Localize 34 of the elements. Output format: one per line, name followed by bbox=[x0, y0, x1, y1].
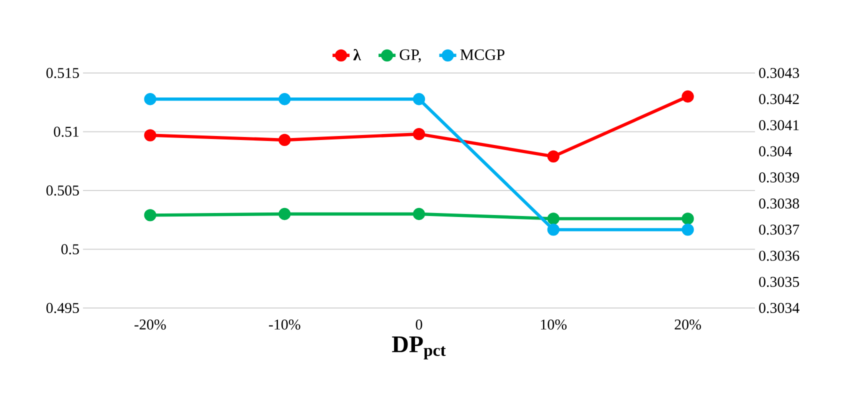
point bbox=[412, 128, 426, 140]
y2-tick-label: 0.3038 bbox=[759, 198, 800, 209]
point bbox=[547, 150, 560, 162]
y2-tick-label: 0.3039 bbox=[759, 172, 800, 183]
y2-tick-label: 0.3042 bbox=[759, 94, 799, 104]
y2-tick-label: 0.3037 bbox=[759, 224, 800, 235]
x-tick-label: 20% bbox=[674, 319, 701, 330]
x-tick-label: 0 bbox=[416, 319, 422, 330]
y-tick-label: 0.515 bbox=[46, 68, 79, 78]
legend-label: MCGP bbox=[460, 49, 504, 60]
x-axis-title: DP$_{pct}$ bbox=[392, 336, 446, 360]
point bbox=[278, 134, 291, 146]
point bbox=[144, 209, 156, 222]
y2-tick-label: 0.3036 bbox=[759, 250, 800, 261]
y2-tick-label: 0.3043 bbox=[759, 68, 800, 78]
legend-label: λ bbox=[353, 49, 362, 60]
x-tick-label: -10% bbox=[268, 319, 300, 330]
point bbox=[144, 129, 156, 142]
point bbox=[278, 208, 291, 220]
legend-label: GP, bbox=[400, 49, 421, 62]
point bbox=[547, 212, 560, 225]
point bbox=[412, 208, 426, 220]
y2-tick-label: 0.3034 bbox=[759, 302, 800, 314]
y2-tick-label: 0.3035 bbox=[759, 276, 800, 287]
y2-tick-label: 0.304 bbox=[759, 146, 792, 156]
y-tick-label: 0.51 bbox=[54, 126, 79, 137]
x-tick-label: 10% bbox=[541, 319, 567, 330]
y-tick-label: 0.505 bbox=[46, 185, 79, 196]
point bbox=[682, 90, 694, 103]
y2-tick-label: 0.3041 bbox=[759, 120, 799, 130]
y-tick-label: 0.5 bbox=[61, 244, 79, 254]
y-tick-label: 0.495 bbox=[46, 302, 79, 314]
x-tick-label: -20% bbox=[134, 319, 166, 330]
point bbox=[682, 212, 694, 225]
